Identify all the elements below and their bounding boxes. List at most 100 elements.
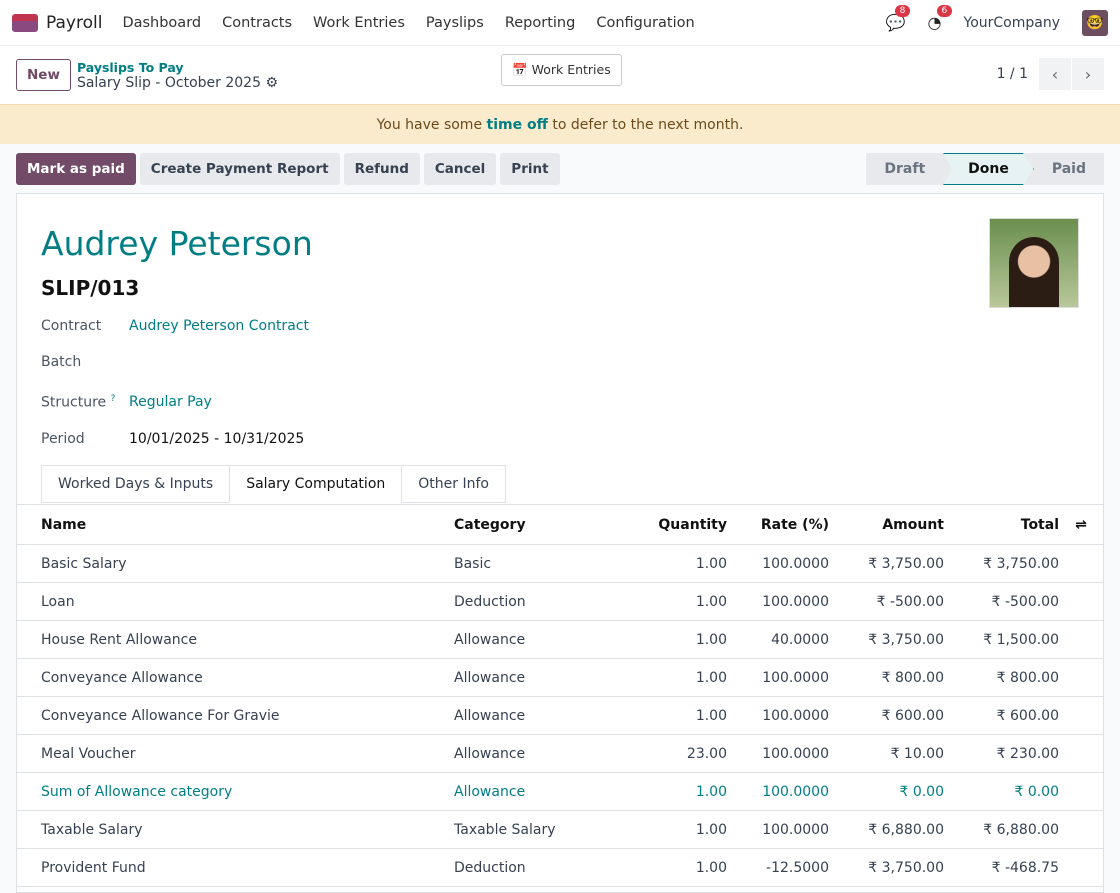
refund-button[interactable]: Refund [343,153,420,185]
col-rate[interactable]: Rate (%) [727,504,829,545]
company-switcher[interactable]: YourCompany [963,14,1061,31]
period-value[interactable]: 10/01/2025 - 10/31/2025 [129,431,305,447]
create-payment-report-button[interactable]: Create Payment Report [139,153,340,185]
messages-icon[interactable]: 💬 8 [886,5,911,32]
cell-category[interactable]: Allowance [454,620,604,659]
cell-quantity[interactable]: 1.00 [604,848,727,887]
app-name[interactable]: Payroll [46,12,103,33]
cell-category[interactable]: Allowance [454,658,604,697]
status-draft[interactable]: Draft [884,161,926,177]
cell-rate[interactable]: 100.0000 [727,772,829,811]
cell-quantity[interactable]: 23.00 [604,734,727,773]
cell-quantity[interactable]: 1.00 [604,658,727,697]
structure-link[interactable]: Regular Pay [129,394,212,410]
cell-rate[interactable]: 100.0000 [727,544,829,583]
employee-photo[interactable] [989,218,1079,308]
cell-amount[interactable]: ₹ -500.00 [829,582,944,621]
cell-category[interactable]: Allowance [454,696,604,735]
cell-rate[interactable]: 100.0000 [727,734,829,773]
cell-total[interactable]: ₹ 600.00 [944,696,1059,735]
col-total[interactable]: Total [944,504,1059,545]
col-quantity[interactable]: Quantity [604,504,727,545]
col-amount[interactable]: Amount [829,504,944,545]
table-row[interactable]: Conveyance Allowance For Gravie Allowance… [17,696,1103,735]
cell-amount[interactable]: ₹ 800.00 [829,658,944,697]
breadcrumb-parent[interactable]: Payslips To Pay [76,59,184,75]
new-button[interactable]: New [16,59,71,91]
cell-amount[interactable]: ₹ 0.00 [829,772,944,811]
cell-name[interactable]: Conveyance Allowance [17,658,454,697]
cancel-button[interactable]: Cancel [423,153,497,185]
cell-category[interactable]: Taxable Salary [454,810,604,849]
cell-quantity[interactable]: 1.00 [604,810,727,849]
work-entries-button[interactable]: 📅 Work Entries [501,54,622,86]
payroll-logo-icon[interactable] [12,13,38,32]
status-paid[interactable]: Paid [1051,161,1086,177]
print-button[interactable]: Print [500,153,560,185]
table-row[interactable]: Sum of Allowance category Allowance 1.00 10… [17,772,1103,811]
table-row[interactable]: Loan Deduction 1.00 100.0000 ₹ -500.00 ₹ -500… [17,582,1103,621]
cell-total[interactable]: ₹ 3,750.00 [944,544,1059,583]
employee-name[interactable]: Audrey Peterson [41,224,313,263]
table-row[interactable]: House Rent Allowance Allowance 1.00 40.0000… [17,620,1103,659]
tab-worked-days[interactable]: Worked Days & Inputs [41,465,231,503]
cell-total[interactable]: ₹ 1,500.00 [944,620,1059,659]
cell-name[interactable]: Sum of Allowance category [17,772,454,811]
tab-other-info[interactable]: Other Info [401,465,506,503]
menu-payslips[interactable]: Payslips [425,14,484,31]
cell-total[interactable]: ₹ -468.75 [944,848,1059,887]
cell-name[interactable]: Loan [17,582,454,621]
status-done[interactable]: Done [943,153,1034,185]
gear-icon[interactable]: ⚙ [265,74,278,91]
col-name[interactable]: Name [17,504,454,545]
table-row[interactable]: Taxable Salary Taxable Salary 1.00 100.0000… [17,810,1103,849]
col-category[interactable]: Category [454,504,604,545]
cell-name[interactable]: Basic Salary [17,544,454,583]
cell-quantity[interactable]: 1.00 [604,620,727,659]
cell-amount[interactable]: ₹ 10.00 [829,734,944,773]
cell-name[interactable]: Provident Fund [17,848,454,887]
menu-dashboard[interactable]: Dashboard [122,14,202,31]
column-settings-icon[interactable]: ⇌ [1059,504,1103,545]
cell-name[interactable]: Meal Voucher [17,734,454,773]
cell-category[interactable]: Allowance [454,734,604,773]
table-row[interactable]: Meal Voucher Allowance 23.00 100.0000 ₹ 10.0… [17,734,1103,773]
cell-name[interactable]: Taxable Salary [17,810,454,849]
cell-amount[interactable]: ₹ 6,880.00 [829,810,944,849]
menu-work-entries[interactable]: Work Entries [313,14,405,31]
cell-category[interactable]: Deduction [454,848,604,887]
activities-clock-icon[interactable]: ◔ 6 [928,5,953,32]
cell-total[interactable]: ₹ -500.00 [944,582,1059,621]
contract-link[interactable]: Audrey Peterson Contract [129,318,309,334]
cell-quantity[interactable]: 1.00 [604,582,727,621]
table-row[interactable]: Provident Fund Deduction 1.00 -12.5000 ₹ 3,7… [17,848,1103,887]
cell-rate[interactable]: 100.0000 [727,696,829,735]
table-row[interactable]: Basic Salary Basic 1.00 100.0000 ₹ 3,750.00 ₹… [17,544,1103,583]
cell-quantity[interactable]: 1.00 [604,772,727,811]
cell-rate[interactable]: -12.5000 [727,848,829,887]
help-icon[interactable]: ? [110,394,116,404]
cell-rate[interactable]: 100.0000 [727,582,829,621]
cell-amount[interactable]: ₹ 3,750.00 [829,544,944,583]
user-avatar[interactable]: 🤓 [1082,9,1108,36]
cell-rate[interactable]: 100.0000 [727,810,829,849]
payslip-number[interactable]: SLIP/013 [41,276,140,300]
cell-rate[interactable]: 40.0000 [727,620,829,659]
cell-total[interactable]: ₹ 230.00 [944,734,1059,773]
pager-previous-button[interactable]: ‹ [1039,58,1071,90]
cell-amount[interactable]: ₹ 3,750.00 [829,848,944,887]
cell-quantity[interactable]: 1.00 [604,696,727,735]
cell-category[interactable]: Deduction [454,582,604,621]
cell-rate[interactable]: 100.0000 [727,658,829,697]
pager-next-button[interactable]: › [1072,58,1104,90]
cell-total[interactable]: ₹ 800.00 [944,658,1059,697]
cell-amount[interactable]: ₹ 600.00 [829,696,944,735]
table-row[interactable]: Conveyance Allowance Allowance 1.00 100.000… [17,658,1103,697]
cell-amount[interactable]: ₹ 3,750.00 [829,620,944,659]
cell-total[interactable]: ₹ 6,880.00 [944,810,1059,849]
tab-salary-computation[interactable]: Salary Computation [229,465,403,503]
cell-category[interactable]: Basic [454,544,604,583]
cell-quantity[interactable]: 1.00 [604,544,727,583]
menu-contracts[interactable]: Contracts [222,14,293,31]
time-off-link[interactable]: time off [486,116,548,133]
